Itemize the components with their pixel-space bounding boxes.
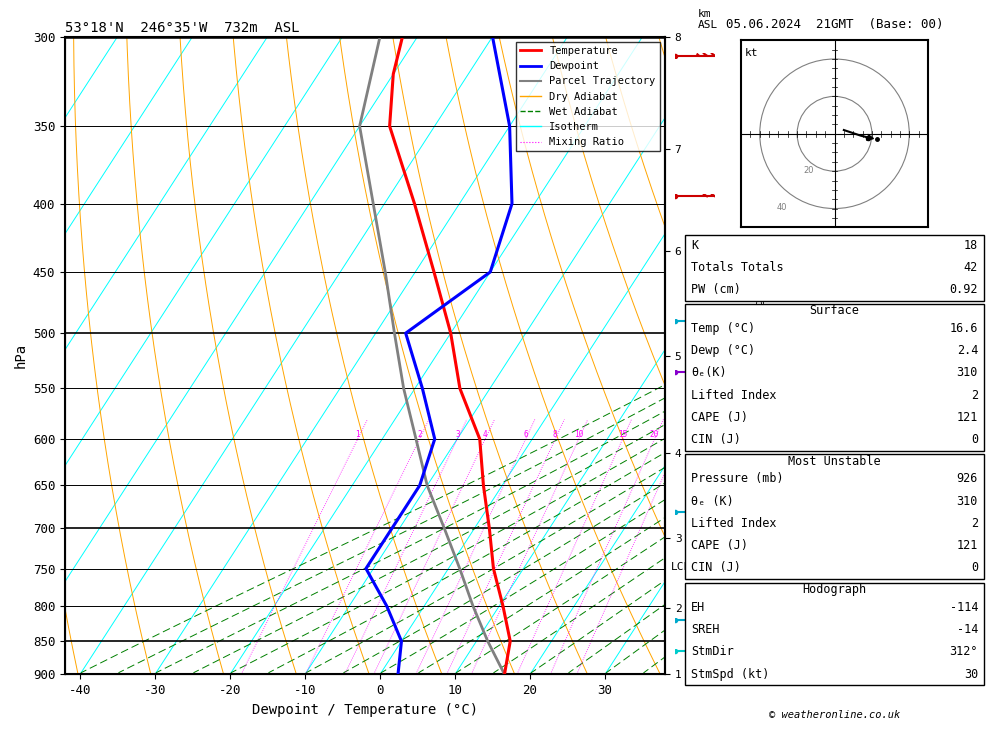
Text: SREH: SREH: [691, 623, 720, 636]
Text: Temp (°C): Temp (°C): [691, 322, 755, 335]
Text: Lifted Index: Lifted Index: [691, 517, 777, 530]
Text: kt: kt: [745, 48, 758, 58]
Text: 30: 30: [964, 668, 978, 681]
Text: 2: 2: [417, 430, 422, 439]
Text: Most Unstable: Most Unstable: [788, 454, 881, 468]
Text: 4: 4: [483, 430, 488, 439]
Text: 3: 3: [455, 430, 460, 439]
Text: 2.4: 2.4: [957, 345, 978, 357]
Text: Hodograph: Hodograph: [802, 583, 867, 596]
Text: 16.6: 16.6: [950, 322, 978, 335]
Text: CIN (J): CIN (J): [691, 433, 741, 446]
Text: CAPE (J): CAPE (J): [691, 539, 748, 552]
Text: 0.92: 0.92: [950, 283, 978, 296]
Text: -114: -114: [950, 600, 978, 614]
Text: 1: 1: [355, 430, 360, 439]
Text: km
ASL: km ASL: [698, 9, 718, 30]
Text: Pressure (mb): Pressure (mb): [691, 472, 784, 485]
Text: 926: 926: [957, 472, 978, 485]
Text: 05.06.2024  21GMT  (Base: 00): 05.06.2024 21GMT (Base: 00): [726, 18, 944, 32]
Text: 0: 0: [971, 433, 978, 446]
Text: 18: 18: [964, 239, 978, 252]
Text: Lifted Index: Lifted Index: [691, 388, 777, 402]
Text: PW (cm): PW (cm): [691, 283, 741, 296]
Text: 10: 10: [574, 430, 583, 439]
Y-axis label: hPa: hPa: [13, 343, 27, 368]
Text: 121: 121: [957, 539, 978, 552]
Text: 121: 121: [957, 411, 978, 424]
Text: StmDir: StmDir: [691, 645, 734, 658]
Text: 310: 310: [957, 495, 978, 507]
Text: LCL: LCL: [671, 562, 691, 572]
Text: 6: 6: [523, 430, 528, 439]
Text: CAPE (J): CAPE (J): [691, 411, 748, 424]
Text: 20: 20: [650, 430, 659, 439]
X-axis label: Dewpoint / Temperature (°C): Dewpoint / Temperature (°C): [252, 703, 478, 717]
Text: 20: 20: [803, 166, 814, 175]
Text: StmSpd (kt): StmSpd (kt): [691, 668, 769, 681]
Text: 53°18'N  246°35'W  732m  ASL: 53°18'N 246°35'W 732m ASL: [65, 21, 300, 35]
Text: K: K: [691, 239, 698, 252]
Text: 40: 40: [777, 204, 787, 213]
Text: θₑ(K): θₑ(K): [691, 366, 727, 380]
Text: 0: 0: [971, 561, 978, 575]
Text: 8: 8: [553, 430, 558, 439]
Legend: Temperature, Dewpoint, Parcel Trajectory, Dry Adiabat, Wet Adiabat, Isotherm, Mi: Temperature, Dewpoint, Parcel Trajectory…: [516, 42, 660, 152]
Text: Surface: Surface: [810, 304, 859, 317]
Text: 15: 15: [618, 430, 627, 439]
Text: 2: 2: [971, 388, 978, 402]
Text: © weatheronline.co.uk: © weatheronline.co.uk: [769, 710, 901, 720]
Text: 42: 42: [964, 261, 978, 274]
Text: Mixing Ratio (g/kg): Mixing Ratio (g/kg): [755, 292, 765, 419]
Text: CIN (J): CIN (J): [691, 561, 741, 575]
Text: 312°: 312°: [950, 645, 978, 658]
Text: θₑ (K): θₑ (K): [691, 495, 734, 507]
Text: EH: EH: [691, 600, 705, 614]
Text: Totals Totals: Totals Totals: [691, 261, 784, 274]
Text: -14: -14: [957, 623, 978, 636]
Text: Dewp (°C): Dewp (°C): [691, 345, 755, 357]
Text: 2: 2: [971, 517, 978, 530]
Text: 310: 310: [957, 366, 978, 380]
